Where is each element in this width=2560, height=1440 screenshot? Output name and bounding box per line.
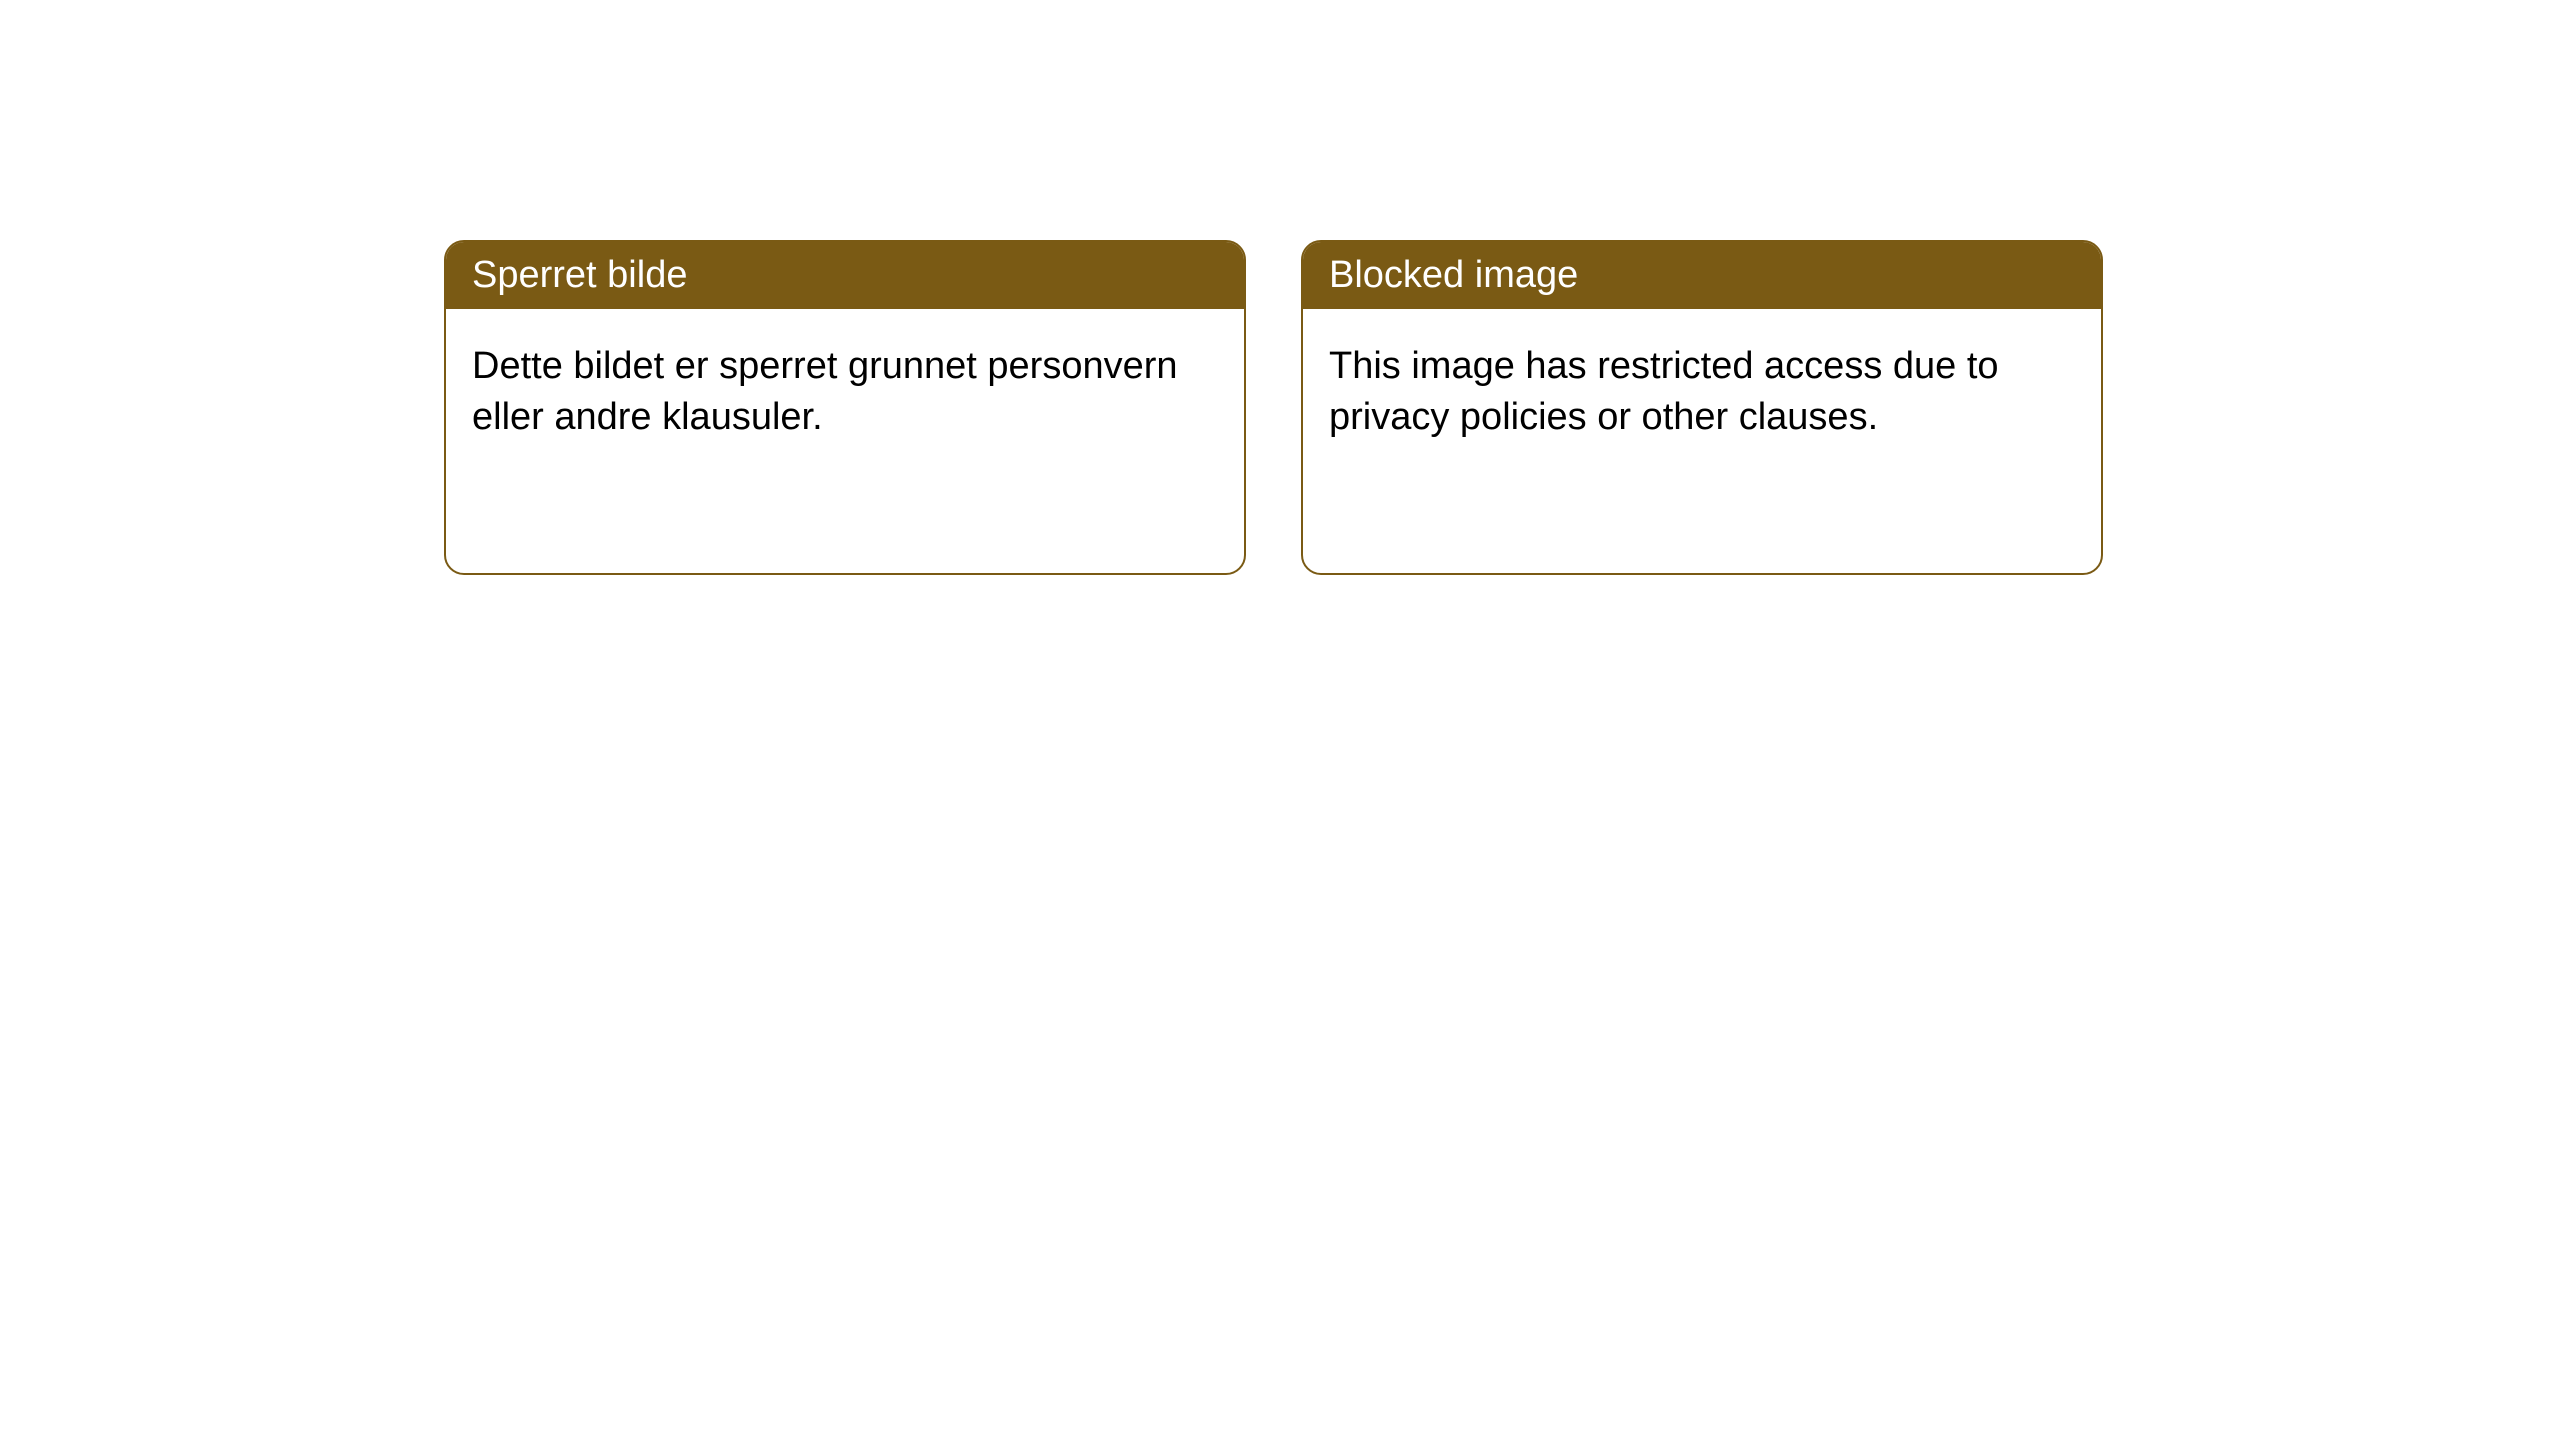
blocked-image-card-english: Blocked image This image has restricted … [1301, 240, 2103, 575]
card-title-english: Blocked image [1329, 254, 1578, 296]
card-text-english: This image has restricted access due to … [1329, 345, 1999, 438]
card-body-norwegian: Dette bildet er sperret grunnet personve… [446, 309, 1244, 476]
card-body-english: This image has restricted access due to … [1303, 309, 2101, 476]
card-header-norwegian: Sperret bilde [446, 242, 1244, 309]
card-header-english: Blocked image [1303, 242, 2101, 309]
blocked-image-card-norwegian: Sperret bilde Dette bildet er sperret gr… [444, 240, 1246, 575]
card-title-norwegian: Sperret bilde [472, 254, 687, 296]
card-text-norwegian: Dette bildet er sperret grunnet personve… [472, 345, 1178, 438]
cards-container: Sperret bilde Dette bildet er sperret gr… [444, 240, 2103, 575]
